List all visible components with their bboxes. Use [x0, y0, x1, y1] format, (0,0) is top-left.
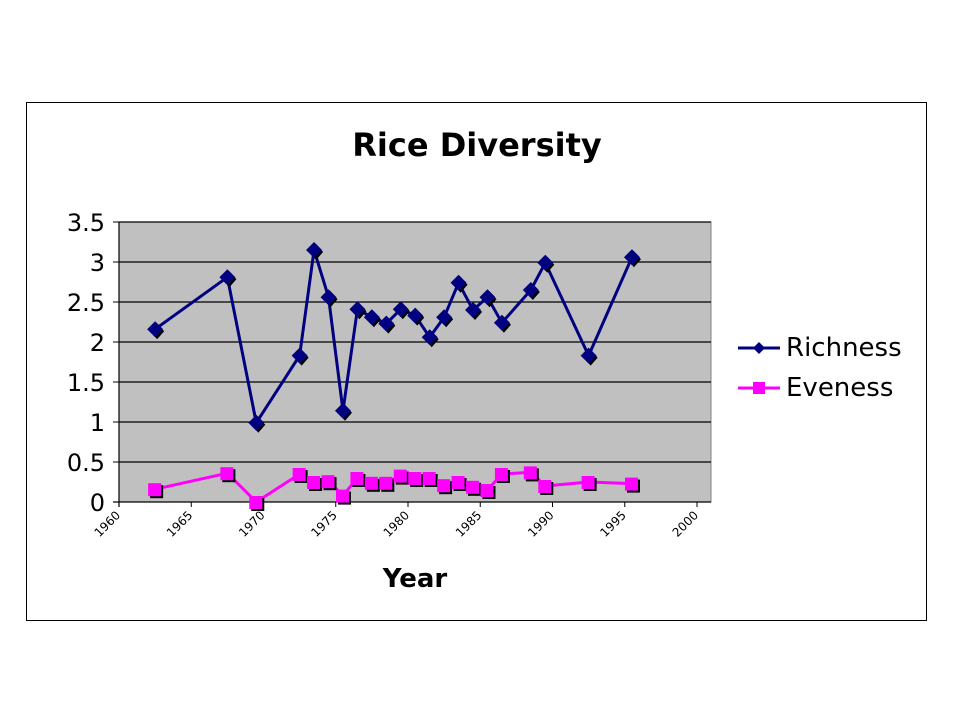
data-point [436, 309, 453, 326]
data-point [522, 282, 539, 298]
data-point [363, 309, 380, 326]
diamond-marker-icon [738, 342, 780, 354]
x-tick-label: 1980 [381, 508, 412, 539]
data-point [624, 477, 638, 491]
plot-background [118, 221, 712, 503]
legend-item-eveness: Eveness [736, 368, 902, 408]
data-point [450, 274, 467, 291]
data-point [466, 480, 480, 494]
y-tick-label: 1.5 [67, 369, 105, 397]
x-tick-label: 1970 [236, 508, 267, 539]
data-point [480, 484, 494, 497]
data-point [538, 480, 552, 493]
data-point [364, 476, 378, 490]
data-point [451, 476, 465, 489]
data-point [220, 467, 234, 481]
data-point [379, 476, 393, 490]
x-tick-label: 1990 [525, 508, 556, 539]
data-point [493, 314, 510, 331]
data-point [581, 476, 595, 489]
data-point [407, 307, 424, 324]
data-point [393, 469, 407, 483]
data-point [307, 476, 321, 489]
chart-title: Rice Diversity [352, 126, 602, 164]
y-tick-label: 2 [90, 329, 105, 357]
data-point [537, 254, 554, 271]
data-point [494, 468, 508, 481]
y-tick-label: 2.5 [67, 289, 105, 317]
x-tick-label: 1995 [597, 508, 628, 539]
data-point [321, 475, 335, 489]
data-point [422, 472, 436, 485]
data-point [623, 249, 640, 266]
data-point [408, 472, 422, 485]
y-tick-label: 1 [90, 409, 105, 437]
data-point [248, 414, 265, 431]
legend-label-eveness: Eveness [786, 373, 894, 403]
data-point [479, 289, 496, 306]
data-point [421, 329, 438, 346]
x-tick-label: 1965 [164, 508, 195, 539]
data-point [147, 321, 164, 338]
data-point [437, 479, 451, 493]
series-richness [147, 242, 641, 433]
x-axis-label: Year [382, 564, 448, 594]
data-point [320, 289, 337, 306]
legend: Richness Eveness [736, 328, 902, 408]
data-point [219, 269, 236, 286]
square-marker-icon [738, 382, 780, 394]
data-point [306, 242, 323, 258]
x-tick-label: 2000 [670, 508, 701, 539]
data-point [292, 468, 306, 481]
data-point [580, 347, 597, 364]
data-point [349, 301, 366, 318]
legend-item-richness: Richness [736, 328, 902, 368]
y-tick-label: 0.5 [67, 449, 105, 477]
x-tick-label: 1975 [308, 508, 339, 539]
data-point [334, 402, 351, 419]
y-tick-label: 3 [90, 249, 105, 277]
data-point [291, 347, 308, 364]
y-tick-label: 0 [90, 489, 105, 517]
data-point [392, 301, 409, 318]
series-eveness [148, 466, 640, 511]
data-point [378, 315, 395, 332]
x-tick-label: 1985 [453, 508, 484, 539]
data-point [148, 483, 162, 497]
data-point [523, 466, 537, 480]
data-point [249, 496, 263, 509]
legend-label-richness: Richness [786, 333, 902, 363]
data-point [465, 302, 482, 318]
y-tick-label: 3.5 [67, 209, 105, 237]
data-point [350, 472, 364, 485]
data-point [335, 489, 349, 503]
